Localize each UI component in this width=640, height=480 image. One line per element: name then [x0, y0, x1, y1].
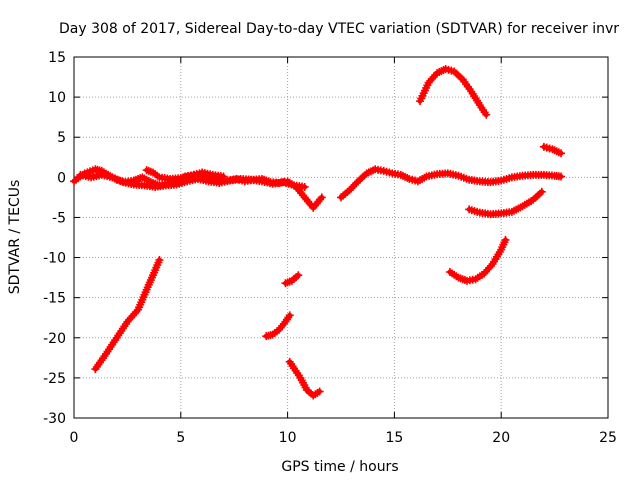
data-points	[70, 65, 566, 400]
y-tick-label: -20	[43, 331, 66, 347]
series-track-e	[416, 65, 491, 119]
data-point	[315, 387, 324, 396]
plot-frame	[73, 56, 609, 419]
x-tick-label: 5	[176, 430, 185, 446]
x-tick-label: 25	[599, 430, 617, 446]
x-tick-label: 0	[70, 430, 79, 446]
x-tick-label: 20	[492, 430, 510, 446]
data-point	[537, 187, 546, 196]
data-point	[352, 179, 361, 188]
series-track-j	[262, 311, 294, 341]
chart-title: Day 308 of 2017, Sidereal Day-to-day VTE…	[59, 21, 619, 37]
series-track-i	[91, 255, 164, 374]
data-point	[285, 311, 294, 320]
data-point	[300, 182, 309, 191]
data-point	[501, 235, 510, 244]
series-track-l	[285, 357, 324, 400]
y-tick-label: 5	[57, 130, 66, 146]
data-point	[557, 172, 566, 181]
series-track-c	[142, 166, 228, 183]
grid	[74, 57, 608, 418]
data-point	[557, 149, 566, 158]
series-track-b	[76, 170, 309, 191]
x-tick-label: 10	[279, 430, 297, 446]
y-tick-label: 0	[57, 170, 66, 186]
series-track-d	[337, 165, 566, 202]
y-tick-label: 15	[48, 50, 66, 66]
series-track-k	[281, 271, 303, 288]
data-point	[219, 172, 228, 181]
y-tick-label: 10	[48, 90, 66, 106]
series-track-h	[445, 235, 510, 285]
series-track-f	[465, 187, 546, 219]
y-tick-label: -5	[52, 210, 66, 226]
y-tick-label: -25	[43, 371, 66, 387]
data-point	[294, 271, 303, 280]
data-point	[482, 110, 491, 119]
series-track-g	[539, 142, 566, 158]
data-point	[155, 255, 164, 264]
data-point	[317, 193, 326, 202]
y-tick-label: -15	[43, 291, 66, 307]
y-tick-label: -10	[43, 251, 66, 267]
x-tick-label: 15	[385, 430, 403, 446]
x-axis-label: GPS time / hours	[281, 459, 398, 475]
axis-ticks: 0 5 10 15 20 25 15 10 5 0 -5 -10 -15 -20 -25 -30	[43, 50, 617, 446]
y-axis-label: SDTVAR / TECUs	[7, 180, 23, 295]
y-tick-label: -30	[43, 411, 66, 427]
